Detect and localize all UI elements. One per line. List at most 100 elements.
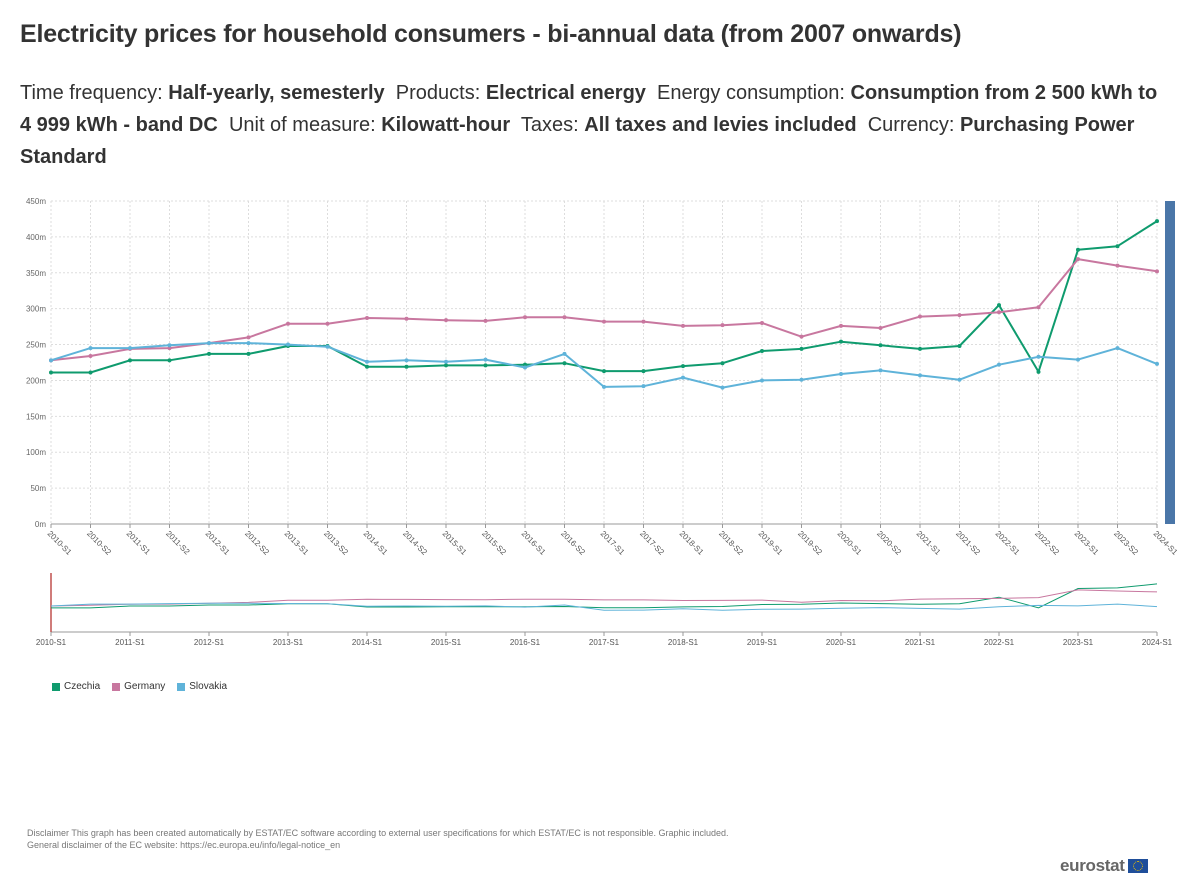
legend-item-germany[interactable]: Germany bbox=[112, 681, 165, 692]
data-point-slovakia[interactable] bbox=[602, 384, 606, 389]
data-point-czechia[interactable] bbox=[128, 358, 132, 363]
data-point-slovakia[interactable] bbox=[918, 373, 922, 378]
data-point-slovakia[interactable] bbox=[167, 343, 172, 348]
data-point-slovakia[interactable] bbox=[878, 368, 883, 373]
data-point-slovakia[interactable] bbox=[957, 377, 962, 382]
data-point-czechia[interactable] bbox=[1036, 369, 1041, 374]
data-point-germany[interactable] bbox=[799, 334, 804, 339]
data-point-czechia[interactable] bbox=[641, 369, 646, 374]
data-point-slovakia[interactable] bbox=[365, 359, 369, 364]
data-point-germany[interactable] bbox=[997, 310, 1001, 315]
data-point-slovakia[interactable] bbox=[444, 359, 448, 364]
data-point-slovakia[interactable] bbox=[1076, 357, 1080, 362]
legend-item-slovakia[interactable]: Slovakia bbox=[177, 681, 227, 692]
data-point-czechia[interactable] bbox=[167, 358, 172, 363]
data-point-czechia[interactable] bbox=[246, 351, 251, 356]
legend-swatch-czechia bbox=[52, 682, 60, 691]
data-point-slovakia[interactable] bbox=[325, 344, 330, 349]
data-point-czechia[interactable] bbox=[523, 362, 527, 367]
data-point-germany[interactable] bbox=[246, 335, 251, 340]
data-point-germany[interactable] bbox=[483, 318, 488, 323]
data-point-germany[interactable] bbox=[325, 321, 330, 326]
x-tick-label: 2012-S1 bbox=[204, 529, 232, 557]
data-point-czechia[interactable] bbox=[681, 364, 685, 369]
navigator[interactable]: 2010-S1 2011-S1 2012-S1 2013-S1 2014-S1 2015-… bbox=[36, 573, 1173, 647]
data-point-czechia[interactable] bbox=[207, 351, 211, 356]
data-point-czechia[interactable] bbox=[483, 363, 488, 368]
data-point-czechia[interactable] bbox=[918, 346, 922, 351]
data-point-slovakia[interactable] bbox=[839, 371, 843, 376]
x-tick-label: 2017-S2 bbox=[638, 529, 666, 557]
data-point-slovakia[interactable] bbox=[562, 351, 567, 356]
data-point-germany[interactable] bbox=[365, 315, 369, 320]
data-point-slovakia[interactable] bbox=[404, 358, 409, 363]
x-tick-label: 2019-S1 bbox=[757, 529, 785, 557]
data-point-slovakia[interactable] bbox=[286, 342, 290, 347]
data-point-slovakia[interactable] bbox=[523, 365, 527, 370]
data-point-czechia[interactable] bbox=[760, 349, 764, 354]
data-point-slovakia[interactable] bbox=[997, 362, 1001, 367]
data-point-slovakia[interactable] bbox=[760, 378, 764, 383]
data-point-germany[interactable] bbox=[957, 313, 962, 318]
data-point-slovakia[interactable] bbox=[88, 346, 93, 351]
navigator-tick-label: 2023-S1 bbox=[1063, 638, 1094, 647]
data-point-slovakia[interactable] bbox=[483, 357, 488, 362]
data-point-czechia[interactable] bbox=[404, 364, 409, 369]
data-point-czechia[interactable] bbox=[562, 361, 567, 366]
line-chart[interactable]: 0m 50m 100m 150m 200m 250m 300m 350m 400m 450m 201… bbox=[0, 0, 1187, 680]
data-point-germany[interactable] bbox=[641, 319, 646, 324]
data-point-czechia[interactable] bbox=[1076, 247, 1080, 252]
data-point-czechia[interactable] bbox=[49, 370, 53, 375]
data-point-slovakia[interactable] bbox=[641, 384, 646, 389]
data-point-germany[interactable] bbox=[1036, 305, 1041, 310]
data-point-slovakia[interactable] bbox=[681, 375, 685, 380]
data-point-germany[interactable] bbox=[760, 321, 764, 326]
x-tick-label: 2012-S2 bbox=[243, 529, 271, 557]
data-point-germany[interactable] bbox=[88, 354, 93, 359]
zoom-scrollbar[interactable] bbox=[1165, 201, 1175, 524]
data-point-germany[interactable] bbox=[1115, 263, 1120, 268]
data-point-germany[interactable] bbox=[562, 315, 567, 320]
data-point-czechia[interactable] bbox=[365, 364, 369, 369]
data-point-czechia[interactable] bbox=[1155, 219, 1159, 224]
data-point-slovakia[interactable] bbox=[49, 358, 53, 363]
data-point-czechia[interactable] bbox=[799, 346, 804, 351]
data-point-czechia[interactable] bbox=[957, 343, 962, 348]
data-point-slovakia[interactable] bbox=[128, 346, 132, 351]
eu-flag-icon bbox=[1127, 859, 1148, 873]
data-point-germany[interactable] bbox=[602, 319, 606, 324]
data-point-czechia[interactable] bbox=[720, 361, 725, 366]
data-point-germany[interactable] bbox=[167, 346, 172, 351]
series-layer[interactable] bbox=[49, 219, 1159, 390]
data-point-germany[interactable] bbox=[720, 323, 725, 328]
data-point-germany[interactable] bbox=[839, 323, 843, 328]
data-point-slovakia[interactable] bbox=[720, 385, 725, 390]
data-point-czechia[interactable] bbox=[444, 363, 448, 368]
data-point-germany[interactable] bbox=[444, 318, 448, 323]
data-point-slovakia[interactable] bbox=[799, 377, 804, 382]
data-point-germany[interactable] bbox=[681, 323, 685, 328]
data-point-slovakia[interactable] bbox=[1155, 361, 1159, 366]
data-point-czechia[interactable] bbox=[878, 343, 883, 348]
data-point-germany[interactable] bbox=[286, 321, 290, 326]
data-point-germany[interactable] bbox=[1076, 257, 1080, 262]
data-point-czechia[interactable] bbox=[839, 339, 843, 344]
data-point-germany[interactable] bbox=[404, 316, 409, 321]
data-point-slovakia[interactable] bbox=[1036, 354, 1041, 359]
data-point-germany[interactable] bbox=[878, 326, 883, 331]
legend-item-czechia[interactable]: Czechia bbox=[52, 681, 100, 692]
data-point-czechia[interactable] bbox=[1115, 244, 1120, 249]
unit-label: Unit of measure: bbox=[228, 114, 376, 136]
data-point-germany[interactable] bbox=[523, 315, 527, 320]
x-tick-label: 2020-S1 bbox=[836, 529, 864, 557]
chart-title: Electricity prices for household consume… bbox=[20, 20, 962, 48]
data-point-czechia[interactable] bbox=[88, 370, 93, 375]
data-point-slovakia[interactable] bbox=[207, 341, 211, 346]
data-point-slovakia[interactable] bbox=[1115, 346, 1120, 351]
data-point-czechia[interactable] bbox=[997, 303, 1001, 308]
eurostat-logo[interactable]: eurostat bbox=[1060, 856, 1148, 876]
data-point-slovakia[interactable] bbox=[246, 341, 251, 346]
data-point-germany[interactable] bbox=[1155, 269, 1159, 274]
data-point-germany[interactable] bbox=[918, 314, 922, 319]
data-point-czechia[interactable] bbox=[602, 369, 606, 374]
